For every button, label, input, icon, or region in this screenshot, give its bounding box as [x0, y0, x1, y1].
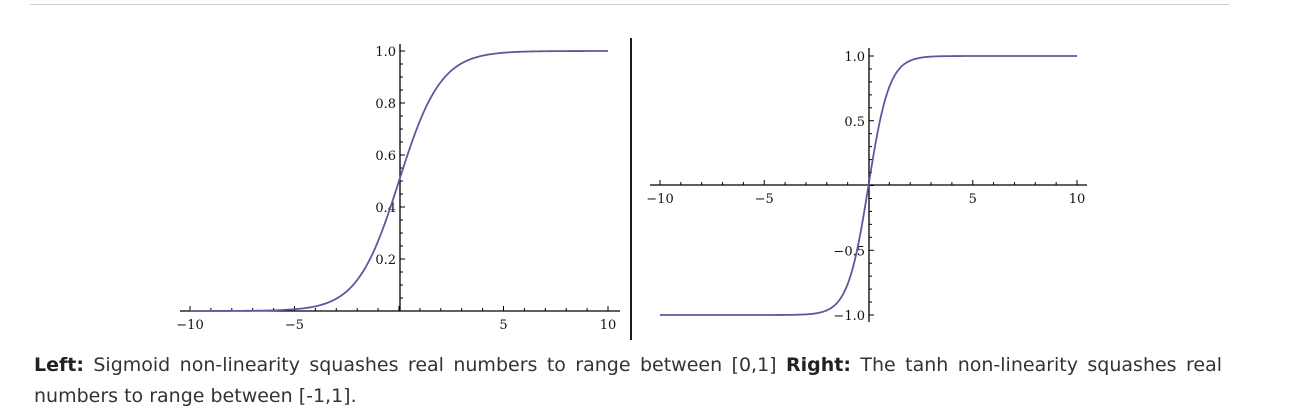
- x-tick-label: 5: [499, 318, 507, 333]
- x-tick-label: −5: [755, 192, 774, 207]
- caption-left-heading: Left:: [34, 354, 84, 376]
- caption-left-text: Sigmoid non-linearity squashes real numb…: [93, 354, 777, 376]
- caption-right-text: The tanh non-linearity squashes real num…: [34, 354, 1222, 407]
- y-tick-label: −0.5: [833, 244, 865, 259]
- x-tick-label: 5: [969, 192, 977, 207]
- y-tick-label: 1.0: [844, 50, 865, 65]
- x-tick-label: −10: [646, 192, 673, 207]
- figure-caption: Left: Sigmoid non-linearity squashes rea…: [34, 350, 1222, 412]
- caption-right-heading: Right:: [786, 354, 851, 376]
- series-line: [660, 55, 1077, 316]
- y-tick-label: 0.8: [375, 97, 396, 112]
- y-tick-label: −1.0: [833, 309, 865, 324]
- x-tick-label: −5: [285, 318, 304, 333]
- x-tick-label: 10: [600, 318, 617, 333]
- y-tick-label: 1.0: [375, 45, 396, 60]
- top-rule: [30, 4, 1229, 5]
- sigmoid-chart: −10 −5 5 100.20.40.60.81.0: [176, 44, 620, 333]
- series-line: [190, 50, 608, 312]
- x-tick-label: 10: [1069, 192, 1086, 207]
- y-tick-label: 0.5: [844, 115, 865, 130]
- chart-divider: [630, 38, 632, 340]
- y-tick-label: 0.6: [375, 149, 396, 164]
- tanh-chart: −10 −5 5 10 −1.0 −0.5 0.5 1.0: [646, 48, 1087, 324]
- x-tick-label: −10: [176, 318, 203, 333]
- y-tick-label: 0.2: [375, 253, 396, 268]
